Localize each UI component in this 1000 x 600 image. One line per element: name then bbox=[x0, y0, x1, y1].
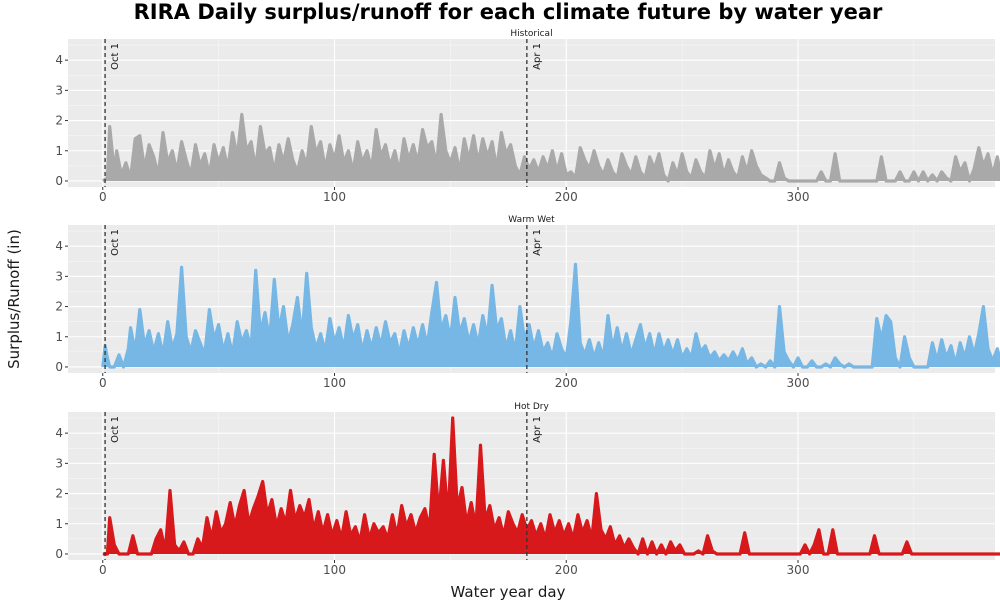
facet-strip-label: Historical bbox=[510, 29, 552, 39]
facet-panel: Historical 0 1 2 3 4 0 100 200 300 Oct 1 Apr 1 bbox=[55, 29, 1000, 204]
facet-strip-label: Warm Wet bbox=[508, 215, 555, 225]
chart-title: RIRA Daily surplus/runoff for each clima… bbox=[134, 0, 883, 24]
x-tick-label: 100 bbox=[323, 563, 346, 577]
reference-line-label: Apr 1 bbox=[532, 416, 543, 443]
y-tick-label: 4 bbox=[55, 426, 63, 440]
y-tick-label: 0 bbox=[55, 360, 63, 374]
reference-line-label: Apr 1 bbox=[532, 43, 543, 70]
x-tick-label: 0 bbox=[99, 563, 107, 577]
x-tick-label: 100 bbox=[323, 376, 346, 390]
series-line bbox=[101, 112, 1000, 183]
x-axis-title: Water year day bbox=[451, 583, 566, 600]
x-tick-label: 100 bbox=[323, 190, 346, 204]
reference-line-label: Oct 1 bbox=[110, 229, 121, 256]
y-tick-label: 3 bbox=[55, 83, 63, 97]
series-line bbox=[102, 416, 1000, 556]
reference-line-label: Apr 1 bbox=[532, 229, 543, 256]
reference-line-label: Oct 1 bbox=[110, 43, 121, 70]
series-line bbox=[101, 262, 1000, 369]
facet-panel: Hot Dry 0 1 2 3 4 0 100 200 300 Oct 1 Apr 1 bbox=[55, 402, 1000, 577]
x-tick-label: 300 bbox=[787, 376, 810, 390]
y-tick-label: 3 bbox=[55, 269, 63, 283]
y-tick-label: 1 bbox=[55, 330, 63, 344]
x-tick-label: 200 bbox=[555, 563, 578, 577]
reference-line-label: Oct 1 bbox=[110, 416, 121, 443]
x-tick-label: 300 bbox=[787, 190, 810, 204]
y-tick-label: 1 bbox=[55, 144, 63, 158]
facet-panel: Warm Wet 0 1 2 3 4 0 100 200 300 Oct 1 Apr 1 bbox=[55, 215, 1000, 390]
y-tick-label: 4 bbox=[55, 53, 63, 67]
x-tick-label: 200 bbox=[555, 376, 578, 390]
x-tick-label: 200 bbox=[555, 190, 578, 204]
y-tick-label: 0 bbox=[55, 547, 63, 561]
y-tick-label: 0 bbox=[55, 174, 63, 188]
x-tick-label: 300 bbox=[787, 563, 810, 577]
x-tick-label: 0 bbox=[99, 190, 107, 204]
y-tick-label: 4 bbox=[55, 239, 63, 253]
y-tick-label: 2 bbox=[55, 487, 63, 501]
y-tick-label: 3 bbox=[55, 456, 63, 470]
facet-strip-label: Hot Dry bbox=[514, 402, 549, 412]
x-tick-label: 0 bbox=[99, 376, 107, 390]
y-tick-label: 2 bbox=[55, 114, 63, 128]
y-tick-label: 1 bbox=[55, 517, 63, 531]
y-axis-title: Surplus/Runoff (in) bbox=[5, 229, 23, 369]
y-tick-label: 2 bbox=[55, 300, 63, 314]
